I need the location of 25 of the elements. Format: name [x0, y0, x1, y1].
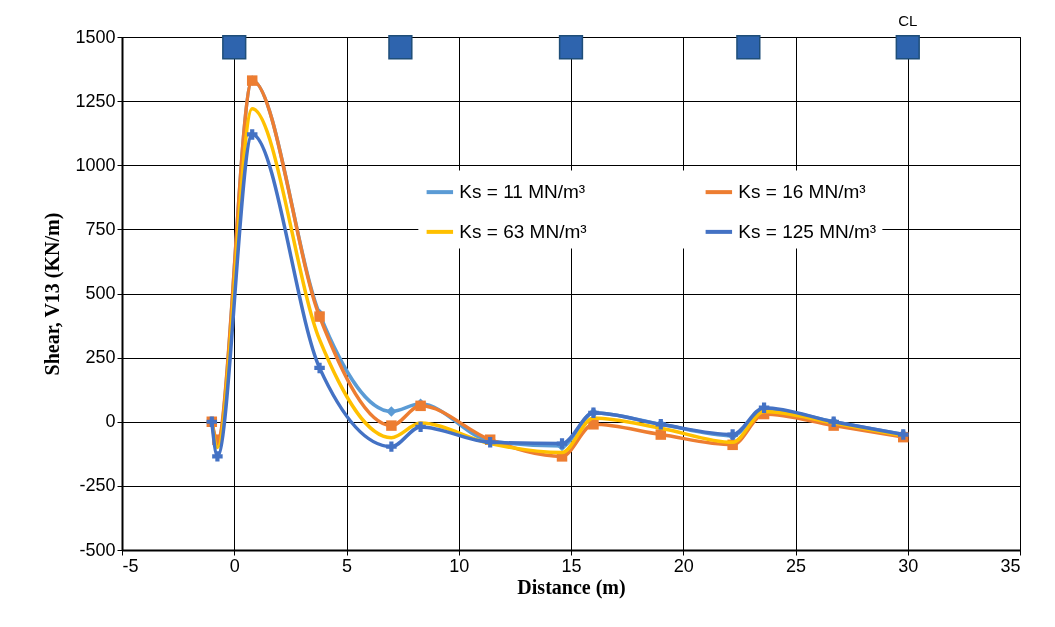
- y-axis-title: Shear, V13 (KN/m): [41, 212, 65, 376]
- legend-label: Ks = 11 MN/m³: [459, 181, 586, 203]
- x-tick-label: 35: [1000, 555, 1021, 576]
- legend-label: Ks = 125 MN/m³: [738, 220, 877, 242]
- y-tick-label: 750: [85, 218, 116, 239]
- y-tick-label: -250: [79, 475, 116, 496]
- x-tick-label: 30: [898, 555, 919, 576]
- x-tick-label: -5: [122, 555, 139, 576]
- y-tick-label: 1000: [75, 154, 116, 175]
- y-tick-label: 0: [105, 411, 116, 432]
- x-tick-label: 20: [673, 555, 694, 576]
- x-tick-label: 0: [229, 555, 240, 576]
- x-tick-label: 5: [341, 555, 353, 576]
- y-tick-label: 1500: [75, 26, 116, 47]
- annotation: CL: [898, 12, 918, 29]
- legend-label: Ks = 16 MN/m³: [738, 181, 866, 203]
- x-tick-label: 15: [561, 555, 582, 576]
- x-axis-title: Distance (m): [517, 575, 626, 599]
- y-tick-label: 500: [85, 283, 116, 303]
- y-tick-label: 1250: [75, 90, 116, 111]
- legend-label: Ks = 63 MN/m³: [459, 220, 587, 242]
- x-tick-label: 25: [785, 555, 807, 576]
- x-tick-label: 10: [449, 555, 470, 576]
- y-tick-label: -500: [79, 539, 116, 560]
- y-tick-label: 250: [85, 347, 116, 368]
